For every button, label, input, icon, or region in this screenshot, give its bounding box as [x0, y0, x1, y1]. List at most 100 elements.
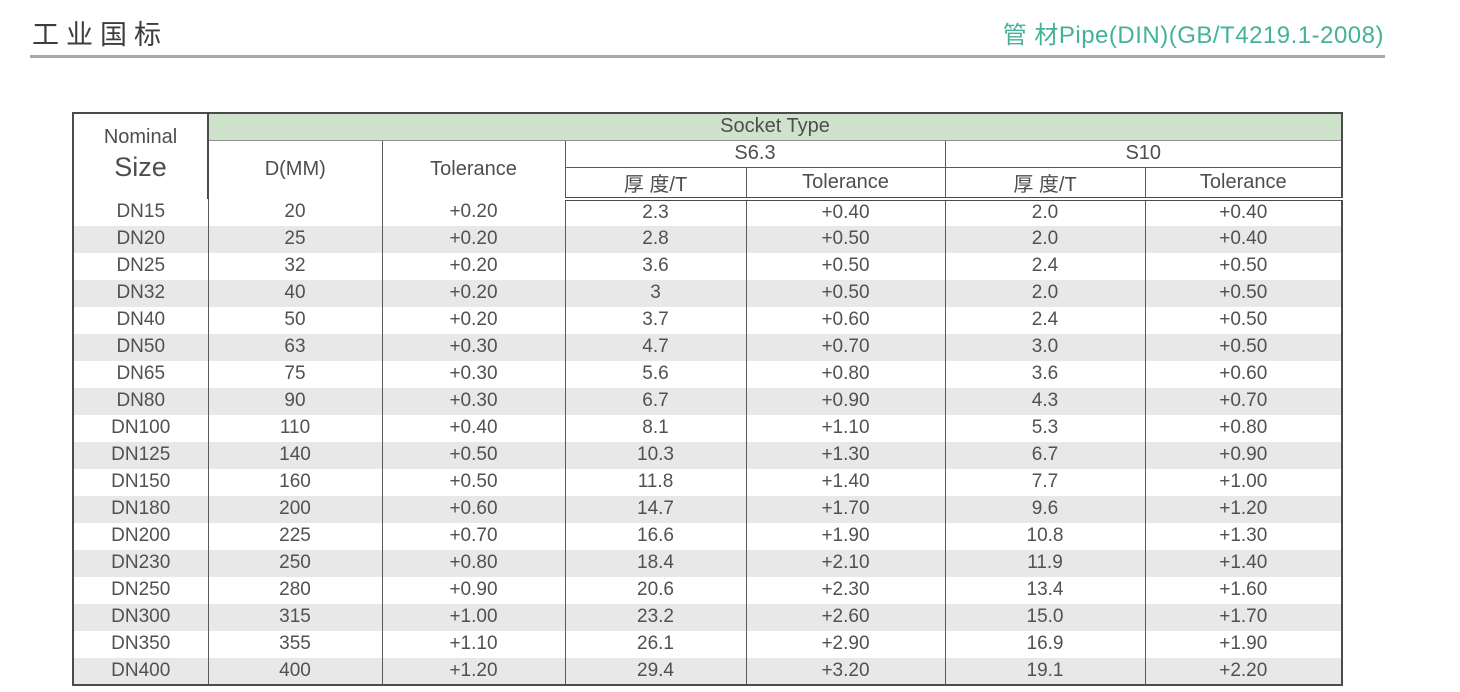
cell-s10-thickness: 19.1 — [944, 657, 1145, 685]
cell-s10-thickness: 10.8 — [944, 522, 1145, 550]
cell-d-tolerance: +0.20 — [381, 252, 565, 280]
cell-s63-tolerance: +1.30 — [745, 441, 945, 469]
cell-d-tolerance: +0.20 — [381, 198, 565, 226]
cell-nominal-size: DN32 — [116, 282, 166, 303]
cell-d-mm: 32 — [207, 252, 382, 280]
cell-d-mm: 160 — [207, 468, 382, 496]
header-divider — [30, 55, 1385, 58]
table-row: DN25 32 +0.20 3.6 +0.50 2.4 +0.50 — [73, 252, 1343, 280]
header-nominal-line1: Nominal — [103, 126, 178, 149]
cell-s10-tolerance: +0.40 — [1144, 225, 1343, 253]
cell-s63-thickness: 2.3 — [564, 198, 746, 226]
cell-nominal-size: DN40 — [116, 309, 166, 330]
cell-s63-tolerance: +0.80 — [745, 360, 945, 388]
cell-s63-thickness: 4.7 — [564, 333, 746, 361]
cell-s63-tolerance: +3.20 — [745, 657, 945, 685]
page-title: 工业国标 — [32, 20, 168, 50]
cell-d-tolerance: +0.80 — [381, 549, 565, 577]
cell-nominal-size: DN50 — [116, 336, 166, 357]
cell-s63-thickness: 20.6 — [564, 576, 746, 604]
cell-nominal-size: DN150 — [111, 471, 171, 492]
cell-s63-tolerance: +1.10 — [745, 414, 945, 442]
cell-s63-tolerance: +0.60 — [745, 306, 945, 334]
table-row: DN32 40 +0.20 3 +0.50 2.0 +0.50 — [73, 279, 1343, 307]
cell-s63-thickness: 23.2 — [564, 603, 746, 631]
cell-d-mm: 20 — [207, 198, 382, 226]
cell-s10-thickness: 15.0 — [944, 603, 1145, 631]
cell-nominal-size: DN300 — [111, 606, 171, 627]
cell-s10-tolerance: +0.90 — [1144, 441, 1343, 469]
header-row-subheads: 厚 度/T Tolerance 厚 度/T Tolerance — [73, 167, 1343, 201]
cell-s63-thickness: 26.1 — [564, 630, 746, 658]
cell-s63-tolerance: +0.50 — [745, 279, 945, 307]
spec-table-container: Nominal Size Socket Type D(MM) Tolerance… — [72, 112, 1344, 686]
standard-title: 管 材Pipe(DIN)(GB/T4219.1-2008) — [1002, 22, 1384, 49]
cell-d-tolerance: +0.50 — [381, 441, 565, 469]
cell-s10-thickness: 2.0 — [944, 198, 1145, 226]
cell-d-mm: 250 — [207, 549, 382, 577]
cell-d-mm: 355 — [207, 630, 382, 658]
table-row: DN150 160 +0.50 11.8 +1.40 7.7 +1.00 — [73, 468, 1343, 496]
cell-d-tolerance: +1.10 — [381, 630, 565, 658]
cell-s63-tolerance: +0.90 — [745, 387, 945, 415]
cell-s10-thickness: 4.3 — [944, 387, 1145, 415]
cell-s63-tolerance: +0.70 — [745, 333, 945, 361]
cell-d-tolerance: +0.30 — [381, 360, 565, 388]
cell-d-mm: 50 — [207, 306, 382, 334]
cell-s10-tolerance: +0.50 — [1144, 306, 1343, 334]
cell-nominal-size: DN125 — [111, 444, 171, 465]
cell-s10-tolerance: +0.50 — [1144, 252, 1343, 280]
cell-s10-tolerance: +1.90 — [1144, 630, 1343, 658]
table-row: DN300 315 +1.00 23.2 +2.60 15.0 +1.70 — [73, 603, 1343, 631]
table-row: DN400 400 +1.20 29.4 +3.20 19.1 +2.20 — [73, 657, 1343, 685]
cell-d-mm: 75 — [207, 360, 382, 388]
cell-s63-thickness: 29.4 — [564, 657, 746, 685]
cell-d-mm: 25 — [207, 225, 382, 253]
header-s63-thickness: 厚 度/T — [564, 167, 746, 201]
table-row: DN100 110 +0.40 8.1 +1.10 5.3 +0.80 — [73, 414, 1343, 442]
table-row: DN50 63 +0.30 4.7 +0.70 3.0 +0.50 — [73, 333, 1343, 361]
cell-s10-thickness: 3.6 — [944, 360, 1145, 388]
cell-s63-tolerance: +1.90 — [745, 522, 945, 550]
table-header: Nominal Size Socket Type D(MM) Tolerance… — [73, 113, 1343, 201]
table-row: DN200 225 +0.70 16.6 +1.90 10.8 +1.30 — [73, 522, 1343, 550]
table-row: DN250 280 +0.90 20.6 +2.30 13.4 +1.60 — [73, 576, 1343, 604]
cell-s10-thickness: 5.3 — [944, 414, 1145, 442]
cell-d-tolerance: +0.30 — [381, 333, 565, 361]
cell-nominal-size: DN400 — [111, 659, 171, 681]
cell-s10-thickness: 3.0 — [944, 333, 1145, 361]
cell-s10-thickness: 7.7 — [944, 468, 1145, 496]
cell-s63-thickness: 8.1 — [564, 414, 746, 442]
table-body: DN15 20 +0.20 2.3 +0.40 2.0 +0.40 DN20 25 +0.20 2.… — [73, 198, 1343, 685]
header-s10-tolerance: Tolerance — [1144, 167, 1343, 201]
cell-s63-tolerance: +1.40 — [745, 468, 945, 496]
cell-s10-thickness: 6.7 — [944, 441, 1145, 469]
cell-d-mm: 40 — [207, 279, 382, 307]
table-row: DN180 200 +0.60 14.7 +1.70 9.6 +1.20 — [73, 495, 1343, 523]
cell-nominal-size: DN230 — [111, 552, 171, 573]
cell-s63-tolerance: +0.50 — [745, 252, 945, 280]
cell-nominal-size: DN200 — [111, 525, 171, 546]
cell-s10-tolerance: +1.30 — [1144, 522, 1343, 550]
cell-s63-tolerance: +2.10 — [745, 549, 945, 577]
header-d-tolerance: Tolerance — [381, 140, 565, 199]
cell-s63-thickness: 3 — [564, 279, 746, 307]
cell-nominal-size: DN20 — [116, 228, 166, 249]
cell-d-tolerance: +0.70 — [381, 522, 565, 550]
cell-s10-tolerance: +0.50 — [1144, 333, 1343, 361]
cell-d-tolerance: +0.50 — [381, 468, 565, 496]
cell-d-tolerance: +1.00 — [381, 603, 565, 631]
cell-s10-thickness: 11.9 — [944, 549, 1145, 577]
cell-d-mm: 280 — [207, 576, 382, 604]
cell-nominal-size: DN65 — [116, 363, 166, 384]
cell-s10-tolerance: +0.60 — [1144, 360, 1343, 388]
cell-d-tolerance: +0.20 — [381, 279, 565, 307]
cell-s63-tolerance: +2.90 — [745, 630, 945, 658]
cell-nominal-size: DN250 — [111, 579, 171, 600]
cell-s63-thickness: 3.7 — [564, 306, 746, 334]
cell-nominal-size: DN25 — [116, 255, 166, 276]
cell-s63-tolerance: +0.40 — [745, 198, 945, 226]
cell-s10-thickness: 2.4 — [944, 306, 1145, 334]
cell-s63-thickness: 2.8 — [564, 225, 746, 253]
cell-s63-tolerance: +2.60 — [745, 603, 945, 631]
